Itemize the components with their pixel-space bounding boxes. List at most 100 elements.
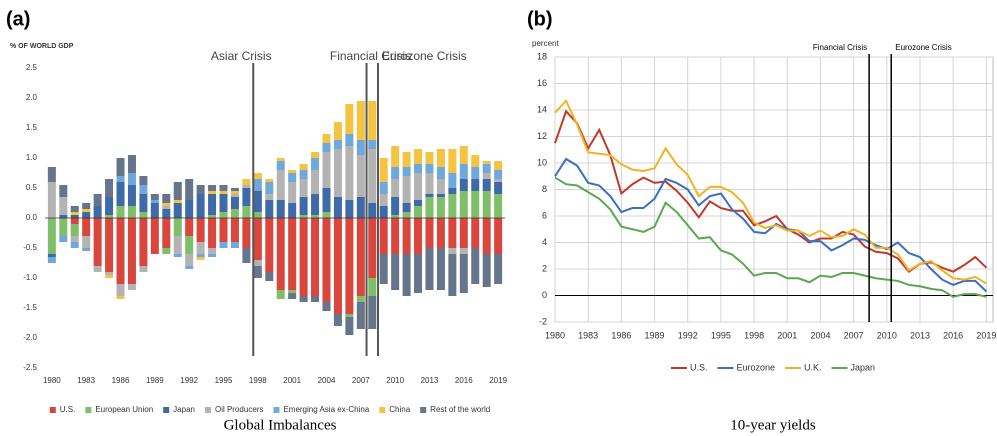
bar-segment [368,203,377,218]
x-tick-label: 2007 [844,330,864,340]
legend-label: Japan [851,362,876,372]
bar-segment [322,188,331,212]
bar-segment [59,185,68,197]
bar-segment [93,218,102,266]
bar-segment [47,254,56,257]
bar-segment [345,200,354,218]
bar-segment [116,182,125,206]
y-tick-label: -2 [539,316,547,326]
y-tick-label: 2 [542,263,547,273]
legend-swatch [85,407,92,413]
legend-label: China [389,405,410,414]
bar-segment [70,224,79,236]
event-label: Asiar Crisis [211,49,272,63]
bar-segment [162,248,171,254]
bar-segment [230,188,239,191]
bar-segment [219,194,228,212]
legend-swatch [163,407,170,413]
y-tick-label: 8 [542,184,547,194]
bar-segment [288,203,297,218]
bar-segment [242,206,251,218]
bar-segment [311,152,320,158]
bar-segment [459,179,468,191]
bar-segment [196,218,205,242]
bar-segment [448,149,457,173]
x-tick-label: 1986 [611,330,631,340]
bar-segment [196,242,205,254]
panel-label: (b) [527,8,553,30]
bar-segment [471,248,480,284]
bar-segment [208,218,217,248]
bar-segment [448,218,457,248]
bar-segment [391,218,400,254]
bar-segment [219,212,228,218]
y-tick-label: -2.5 [23,363,37,372]
bar-segment [288,173,297,182]
x-tick-label: 2016 [943,330,963,340]
bar-segment [82,218,91,236]
series-line [554,176,987,298]
series-line [554,98,987,285]
bar-segment [219,185,228,191]
bar-segment [162,203,171,206]
bar-segment [448,188,457,194]
bar-segment [265,194,274,200]
bar-segment [299,170,308,179]
bar-segment [494,254,503,284]
x-tick-label: 1995 [215,376,233,385]
y-tick-label: 16 [537,78,547,88]
bar-segment [173,236,182,254]
x-tick-label: 2013 [421,376,439,385]
bar-segment [139,176,148,185]
legend-label: Rest of the world [430,405,490,414]
bar-segment [345,134,354,146]
bar-segment [105,215,114,218]
bar-segment [150,218,159,254]
bar-segment [448,173,457,188]
bar-segment [116,296,125,299]
bar-segment [333,149,342,197]
bar-segment [70,212,79,215]
bar-segment [414,206,423,218]
y-tick-label: -2.0 [23,333,37,342]
legend-label: U.S. [690,362,708,372]
bar-segment [356,218,365,296]
bar-segment [196,194,205,218]
bar-segment [345,104,354,134]
bar-segment [253,260,262,266]
bar-segment [230,218,239,242]
y-tick-label: 18 [537,51,547,61]
bar-segment [139,218,148,266]
caption: Global Imbalances [224,417,337,433]
bar-segment [482,254,491,287]
bar-segment [265,218,274,272]
bar-segment [196,254,205,257]
bar-segment [356,101,365,140]
y-tick-label: 2.5 [26,63,38,72]
y-tick-label: 14 [537,104,547,114]
bar-segment [219,191,228,194]
legend-label: Emerging Asia ex-China [283,405,369,414]
bar-segment [230,209,239,218]
bar-segment [116,206,125,218]
bar-segment [345,146,354,200]
legend-label: Eurozone [736,362,775,372]
y-tick-label: 10 [537,157,547,167]
x-tick-label: 2004 [318,376,336,385]
bar-segment [368,101,377,140]
legend-swatch [420,407,427,413]
bar-segment [471,167,480,179]
x-tick-label: 2013 [910,330,930,340]
bar-segment [127,284,136,290]
bar-segment [242,188,251,206]
bar-segment [276,218,285,290]
legend-swatch [379,407,386,413]
bar-segment [276,158,285,161]
bar-segment [391,197,400,215]
bar-segment [150,194,159,200]
bar-segment [185,179,194,200]
x-tick-label: 2004 [810,330,830,340]
bar-segment [265,182,274,194]
bar-segment [230,242,239,248]
bar-segment [127,155,136,173]
